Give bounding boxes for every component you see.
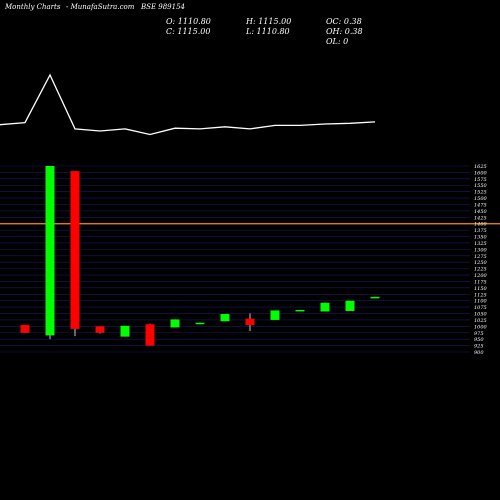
price-tick-label: 1375 [474, 228, 487, 234]
symbol-label: BSE 989154 [141, 3, 185, 11]
price-tick-label: 925 [474, 344, 484, 350]
candle-body [20, 325, 30, 333]
price-tick-label: 1600 [474, 170, 488, 176]
price-axis: 1625160015751550152515001475145014251400… [474, 164, 488, 356]
price-tick-label: 1400 [474, 222, 488, 228]
price-tick-label: 1000 [474, 324, 488, 330]
open-low-value: OL: 0 [326, 37, 349, 46]
candle-body [370, 296, 380, 299]
price-tick-label: 1475 [474, 202, 487, 208]
price-tick-label: 1025 [474, 318, 487, 324]
price-tick-label: 1100 [474, 299, 488, 305]
high-value: H: 1115.00 [246, 17, 292, 26]
site-name-label: - MunafaSutra.com [66, 3, 135, 11]
price-tick-label: 1450 [474, 209, 488, 215]
price-tick-label: 1425 [474, 215, 487, 221]
price-tick-label: 1350 [474, 235, 488, 241]
price-tick-label: 1325 [474, 241, 487, 247]
candle-body [95, 326, 105, 333]
price-tick-label: 1575 [474, 177, 487, 183]
indicator-line [0, 73, 376, 136]
candle-body [220, 314, 230, 322]
candle-body [120, 325, 130, 337]
price-tick-label: 1250 [474, 260, 488, 266]
price-tick-label: 1200 [474, 273, 488, 279]
price-tick-label: 1225 [474, 267, 487, 273]
price-tick-label: 975 [474, 331, 484, 337]
open-value: O: 1110.80 [166, 17, 211, 26]
price-tick-label: 1125 [474, 292, 487, 298]
price-tick-label: 1500 [474, 196, 488, 202]
price-tick-label: 1150 [474, 286, 488, 292]
candle-body [145, 324, 155, 346]
candle-body [45, 166, 55, 336]
price-tick-label: 1275 [474, 254, 487, 260]
close-value: C: 1115.00 [166, 27, 211, 36]
price-tick-label: 1625 [474, 164, 487, 170]
price-tick-label: 1175 [474, 279, 487, 285]
price-tick-label: 1550 [474, 183, 488, 189]
open-high-value: OH: 0.38 [326, 27, 363, 36]
candle-body [345, 300, 355, 311]
candle-body [270, 310, 280, 320]
open-close-value: OC: 0.38 [326, 17, 362, 26]
candle-body [170, 319, 180, 328]
candle-body [245, 318, 255, 326]
chart-period-label: Monthly Charts [5, 3, 61, 11]
price-tick-label: 950 [474, 337, 484, 343]
candle-body [195, 322, 205, 325]
candles [20, 166, 380, 346]
price-tick-label: 1525 [474, 190, 487, 196]
candle-body [70, 171, 80, 329]
price-tick-label: 1050 [474, 312, 488, 318]
price-tick-label: 900 [474, 350, 484, 356]
candle-body [320, 302, 330, 312]
low-value: L: 1110.80 [246, 27, 290, 36]
candle-body [295, 309, 305, 312]
price-tick-label: 1300 [474, 247, 488, 253]
price-tick-label: 1075 [474, 305, 487, 311]
